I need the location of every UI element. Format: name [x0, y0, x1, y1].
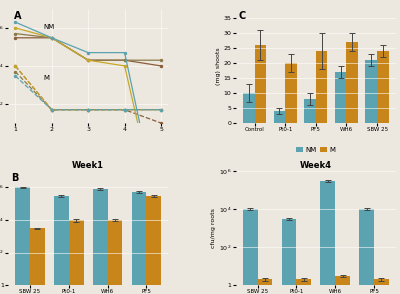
- Title: Week4: Week4: [300, 161, 332, 170]
- Bar: [15, 187, 30, 294]
- Text: A: A: [14, 11, 22, 21]
- Bar: [254, 45, 266, 123]
- Text: B: B: [11, 173, 18, 183]
- Bar: [359, 209, 374, 294]
- Bar: [285, 63, 297, 123]
- Y-axis label: cfu/mg roots: cfu/mg roots: [211, 208, 216, 248]
- Bar: [54, 196, 69, 294]
- Y-axis label: (mg) shoots: (mg) shoots: [216, 47, 221, 85]
- Bar: [146, 196, 161, 294]
- Text: C: C: [239, 11, 246, 21]
- Legend: NM, M: NM, M: [294, 145, 338, 156]
- Title: Week1: Week1: [72, 161, 104, 170]
- Bar: [258, 280, 272, 294]
- Bar: [243, 93, 254, 123]
- Legend: Pt0-1, PF5, WH6, SBW 25: Pt0-1, PF5, WH6, SBW 25: [10, 185, 102, 194]
- Bar: [296, 280, 311, 294]
- Bar: [93, 189, 108, 294]
- Bar: [274, 111, 285, 123]
- Text: M: M: [43, 75, 49, 81]
- Bar: [377, 51, 389, 123]
- Bar: [346, 42, 358, 123]
- Bar: [132, 192, 146, 294]
- Text: NM: NM: [43, 24, 54, 30]
- Bar: [243, 209, 258, 294]
- Bar: [366, 60, 377, 123]
- Bar: [316, 51, 328, 123]
- Bar: [374, 280, 389, 294]
- Bar: [69, 220, 84, 294]
- Bar: [335, 276, 350, 294]
- Bar: [282, 219, 296, 294]
- Bar: [108, 220, 122, 294]
- Bar: [320, 181, 335, 294]
- Bar: [335, 72, 346, 123]
- Bar: [304, 99, 316, 123]
- Bar: [30, 228, 45, 294]
